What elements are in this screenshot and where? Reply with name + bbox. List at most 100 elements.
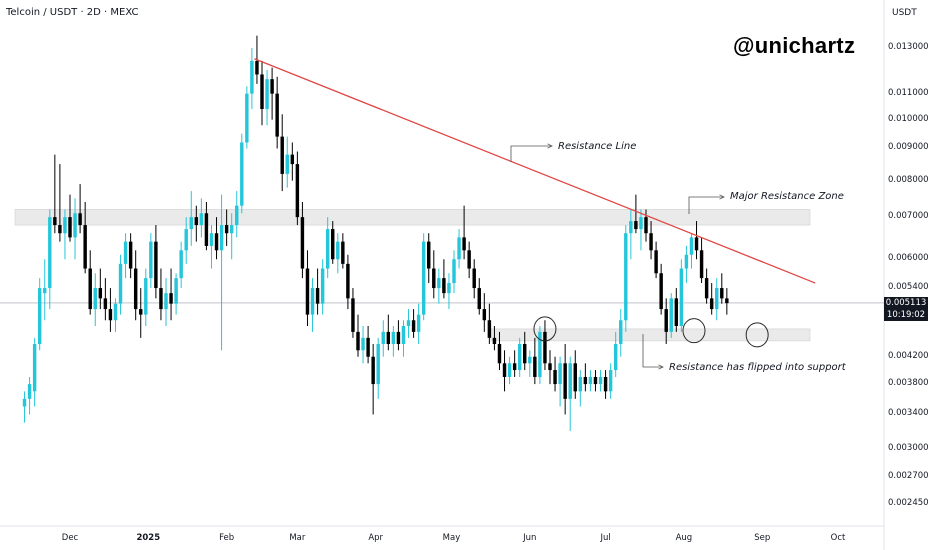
bar-countdown-tag: 10:19:02 xyxy=(884,309,928,321)
author-watermark: @unichartz xyxy=(733,33,856,58)
candle-body xyxy=(78,213,82,226)
candle-body xyxy=(427,241,431,269)
candle-body xyxy=(219,225,224,251)
candle-body xyxy=(83,225,87,269)
candle-body xyxy=(53,217,57,226)
candle-body xyxy=(411,320,416,332)
price-tick-label: 0.004200 xyxy=(888,350,929,361)
symbol-title[interactable]: Telcoin / USDT · 2D · MEXC xyxy=(6,7,139,18)
time-tick-label: Aug xyxy=(675,533,693,543)
candle-body xyxy=(669,298,673,332)
candle-body xyxy=(715,288,719,310)
candle-body xyxy=(406,320,411,326)
candle-body xyxy=(214,233,219,251)
resistance-line-arrow-head xyxy=(547,143,553,149)
candle-body xyxy=(280,136,284,174)
candle-body xyxy=(634,221,638,230)
candle-body xyxy=(133,268,138,310)
candle-body xyxy=(720,288,724,299)
candle-body xyxy=(381,331,385,345)
price-tick-label: 0.010000 xyxy=(888,113,929,124)
candle-body xyxy=(386,331,391,345)
candle-body xyxy=(624,233,628,321)
currency-label[interactable]: USDT xyxy=(892,8,917,18)
candle-body xyxy=(164,293,168,310)
price-tick-label: 0.003000 xyxy=(888,442,929,453)
candle-body xyxy=(98,288,103,299)
candle-body xyxy=(674,298,679,326)
candle-body xyxy=(704,278,709,299)
price-tick-label: 0.002700 xyxy=(888,471,929,482)
candle-body xyxy=(235,205,239,226)
price-tick-label: 0.009000 xyxy=(888,142,929,153)
candle-body xyxy=(346,263,350,299)
candle-body xyxy=(27,384,32,399)
candle-body xyxy=(128,241,133,269)
candle-body xyxy=(290,154,295,165)
candle-body xyxy=(174,278,178,304)
candle-body xyxy=(159,288,163,310)
candle-body xyxy=(477,288,481,310)
candle-body xyxy=(593,376,598,385)
price-tick-label: 0.007000 xyxy=(888,211,929,222)
price-tick-label: 0.005400 xyxy=(888,282,929,293)
candle-body xyxy=(154,241,158,289)
candle-body xyxy=(578,376,583,392)
time-tick-label: Jun xyxy=(523,533,537,543)
price-tick-label: 0.011000 xyxy=(888,87,929,98)
candle-body xyxy=(689,237,694,255)
candle-body xyxy=(255,60,259,75)
candle-body xyxy=(22,398,27,407)
candle-body xyxy=(32,344,37,392)
candle-body xyxy=(568,363,572,399)
time-tick-label: Apr xyxy=(368,533,384,543)
candle-body xyxy=(467,250,471,269)
candle-body xyxy=(184,229,188,251)
time-tick-label: Jul xyxy=(600,533,611,543)
candle-body xyxy=(204,213,209,246)
candle-body xyxy=(336,241,340,260)
candle-body xyxy=(553,370,557,385)
candle-body xyxy=(709,298,714,310)
candle-body xyxy=(315,288,320,304)
time-tick-label: Feb xyxy=(219,533,235,543)
candle-body xyxy=(310,288,315,315)
time-tick-label: Dec xyxy=(61,533,79,543)
candle-body xyxy=(366,337,370,357)
candle-body xyxy=(356,331,360,351)
candle-body xyxy=(608,370,613,392)
candle-body xyxy=(613,344,618,371)
candle-body xyxy=(725,298,729,304)
candle-body xyxy=(502,363,507,377)
candle-body xyxy=(194,217,199,226)
candle-body xyxy=(88,268,92,310)
candle-body xyxy=(603,376,608,392)
candle-body xyxy=(285,154,289,174)
candle-body xyxy=(583,376,588,385)
candle-body xyxy=(73,213,77,238)
candle-body xyxy=(58,225,62,234)
time-tick-label: 2025 xyxy=(136,533,161,543)
candle-body xyxy=(189,217,193,230)
candle-body xyxy=(68,217,72,238)
candle-body xyxy=(331,229,335,260)
support-test-circle xyxy=(533,316,557,342)
resistance-zone xyxy=(14,209,811,226)
candle-body xyxy=(699,250,704,279)
candle-body xyxy=(538,331,542,377)
candle-body xyxy=(517,344,522,371)
candle-body xyxy=(416,314,421,332)
candle-body xyxy=(371,356,375,385)
support-flip-arrow-head xyxy=(658,364,664,370)
candle-body xyxy=(209,233,214,246)
candle-body xyxy=(118,263,123,304)
price-tick-label: 0.008000 xyxy=(888,174,929,185)
candle-body xyxy=(305,268,310,315)
candle-body xyxy=(487,320,492,338)
candle-body xyxy=(588,376,593,385)
candle-body xyxy=(548,363,552,371)
candle-body xyxy=(229,225,234,234)
last-price-tag: 0.005113 xyxy=(884,297,928,309)
candle-body xyxy=(250,60,254,94)
